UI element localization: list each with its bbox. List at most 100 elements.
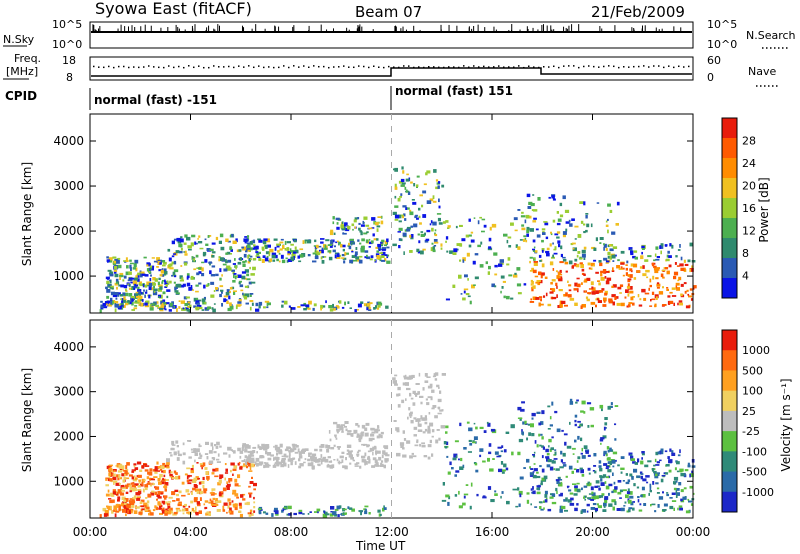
- echo-cell: [422, 431, 426, 434]
- echo-cell: [266, 306, 269, 309]
- echo-cell: [114, 513, 117, 518]
- echo-cell: [576, 469, 580, 473]
- echo-cell: [128, 287, 132, 290]
- echo-cell: [641, 451, 645, 454]
- echo-cell: [679, 244, 681, 248]
- echo-cell: [141, 478, 146, 483]
- echo-cell: [526, 437, 528, 441]
- echo-cell: [206, 284, 209, 287]
- echo-cell: [576, 254, 579, 258]
- nave-dot: [133, 66, 135, 68]
- echo-cell: [172, 500, 176, 502]
- echo-cell: [126, 462, 130, 466]
- echo-cell: [156, 301, 159, 304]
- echo-cell: [366, 256, 371, 260]
- echo-cell: [109, 500, 113, 504]
- echo-cell: [626, 260, 629, 264]
- echo-cell: [366, 306, 371, 311]
- echo-cell: [616, 302, 621, 306]
- echo-cell: [435, 439, 439, 444]
- echo-cell: [320, 444, 325, 447]
- echo-cell: [106, 256, 109, 259]
- echo-cell: [591, 491, 594, 494]
- echo-cell: [308, 300, 312, 305]
- echo-cell: [671, 492, 676, 495]
- echo-cell: [312, 260, 317, 263]
- echo-cell: [349, 259, 354, 264]
- echo-cell: [392, 380, 397, 384]
- echo-cell: [671, 287, 676, 290]
- echo-cell: [356, 454, 359, 457]
- echo-cell: [340, 257, 345, 259]
- echo-cell: [427, 428, 431, 431]
- colorbar-frame: [721, 117, 738, 299]
- echo-cell: [585, 450, 589, 454]
- echo-cell: [154, 505, 157, 509]
- echo-cell: [229, 305, 234, 310]
- echo-cell: [520, 215, 526, 218]
- echo-cell: [159, 262, 162, 265]
- echo-cell: [294, 246, 297, 250]
- echo-cell: [371, 240, 374, 244]
- echo-cell: [278, 450, 283, 455]
- echo-cell: [411, 199, 415, 201]
- echo-cell: [603, 257, 608, 261]
- freq-left-tick-bottom: 8: [66, 71, 73, 84]
- echo-cell: [333, 232, 336, 235]
- echo-cell: [195, 284, 199, 287]
- echo-cell: [538, 296, 543, 298]
- echo-cell: [592, 264, 595, 267]
- echo-cell: [320, 454, 323, 458]
- echo-cell: [178, 306, 181, 309]
- echo-cell: [241, 246, 244, 249]
- echo-cell: [501, 491, 504, 494]
- echo-cell: [114, 304, 119, 308]
- echo-cell: [617, 464, 620, 467]
- echo-cell: [441, 499, 447, 502]
- echo-cell: [431, 389, 435, 393]
- echo-cell: [515, 244, 518, 248]
- echo-cell: [164, 279, 166, 282]
- echo-cell: [687, 259, 691, 263]
- echo-cell: [328, 460, 333, 463]
- echo-cell: [226, 486, 230, 490]
- echo-cell: [666, 492, 669, 494]
- echo-cell: [569, 398, 573, 402]
- echo-cell: [232, 263, 236, 265]
- echo-cell: [124, 292, 129, 297]
- echo-cell: [419, 222, 422, 225]
- echo-cell: [188, 287, 192, 291]
- echo-cell: [645, 269, 650, 273]
- echo-cell: [149, 267, 152, 270]
- echo-cell: [217, 482, 221, 486]
- echo-cell: [213, 303, 216, 305]
- echo-cell: [609, 405, 613, 408]
- echo-cell: [223, 502, 228, 506]
- echo-cell: [300, 304, 305, 307]
- echo-cell: [234, 478, 238, 483]
- nave-dot: [448, 66, 450, 68]
- echo-cell: [481, 218, 486, 221]
- echo-cell: [208, 501, 213, 504]
- echo-cell: [454, 474, 457, 477]
- echo-cell: [632, 461, 636, 464]
- echo-cell: [574, 507, 578, 512]
- echo-cell: [533, 262, 538, 266]
- echo-cell: [416, 175, 420, 178]
- echo-cell: [590, 223, 593, 228]
- echo-cell: [244, 236, 249, 238]
- echo-cell: [498, 263, 503, 267]
- echo-cell: [157, 501, 161, 505]
- echo-cell: [156, 266, 159, 268]
- echo-cell: [163, 474, 166, 478]
- nave-dot: [423, 66, 425, 69]
- echo-cell: [366, 254, 368, 258]
- echo-cell: [420, 231, 424, 233]
- echo-cell: [584, 495, 587, 498]
- echo-cell: [123, 296, 126, 300]
- nave-dot: [313, 65, 315, 67]
- echo-cell: [107, 506, 112, 511]
- echo-cell: [397, 214, 402, 219]
- echo-cell: [131, 309, 135, 311]
- nave-dot: [238, 65, 240, 67]
